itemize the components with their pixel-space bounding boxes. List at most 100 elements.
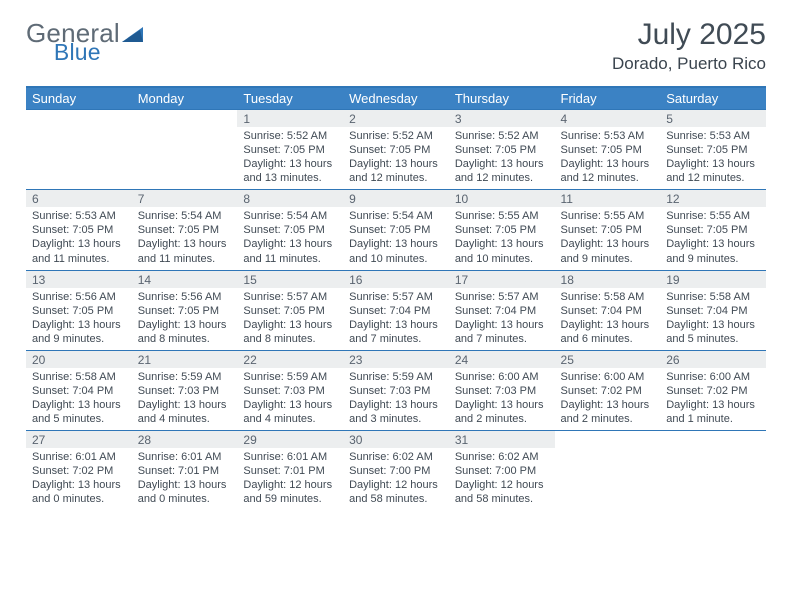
day-details: Sunrise: 5:57 AMSunset: 7:04 PMDaylight:… <box>449 288 555 346</box>
day-details: Sunrise: 6:00 AMSunset: 7:03 PMDaylight:… <box>449 368 555 426</box>
calendar-cell: 23Sunrise: 5:59 AMSunset: 7:03 PMDayligh… <box>343 350 449 430</box>
calendar-cell: 1Sunrise: 5:52 AMSunset: 7:05 PMDaylight… <box>237 109 343 189</box>
calendar-cell: 12Sunrise: 5:55 AMSunset: 7:05 PMDayligh… <box>660 189 766 269</box>
day-number: 6 <box>26 189 132 207</box>
calendar-cell: 4Sunrise: 5:53 AMSunset: 7:05 PMDaylight… <box>555 109 661 189</box>
weekday-header: Saturday <box>660 87 766 109</box>
day-details: Sunrise: 5:55 AMSunset: 7:05 PMDaylight:… <box>660 207 766 265</box>
day-number: 19 <box>660 270 766 288</box>
day-number: 11 <box>555 189 661 207</box>
day-number <box>555 430 661 448</box>
day-details: Sunrise: 6:02 AMSunset: 7:00 PMDaylight:… <box>449 448 555 506</box>
day-details: Sunrise: 5:59 AMSunset: 7:03 PMDaylight:… <box>132 368 238 426</box>
day-number <box>26 109 132 127</box>
calendar-cell: 2Sunrise: 5:52 AMSunset: 7:05 PMDaylight… <box>343 109 449 189</box>
calendar-cell: 30Sunrise: 6:02 AMSunset: 7:00 PMDayligh… <box>343 430 449 510</box>
weekday-header: Monday <box>132 87 238 109</box>
day-number: 13 <box>26 270 132 288</box>
day-number: 16 <box>343 270 449 288</box>
day-details: Sunrise: 6:01 AMSunset: 7:01 PMDaylight:… <box>237 448 343 506</box>
day-number: 12 <box>660 189 766 207</box>
calendar-cell: 17Sunrise: 5:57 AMSunset: 7:04 PMDayligh… <box>449 270 555 350</box>
day-number: 2 <box>343 109 449 127</box>
calendar-cell: 7Sunrise: 5:54 AMSunset: 7:05 PMDaylight… <box>132 189 238 269</box>
calendar-cell: 31Sunrise: 6:02 AMSunset: 7:00 PMDayligh… <box>449 430 555 510</box>
calendar-cell: 14Sunrise: 5:56 AMSunset: 7:05 PMDayligh… <box>132 270 238 350</box>
calendar-cell: 13Sunrise: 5:56 AMSunset: 7:05 PMDayligh… <box>26 270 132 350</box>
month-title: July 2025 <box>612 18 766 52</box>
calendar-cell <box>26 109 132 189</box>
day-number: 26 <box>660 350 766 368</box>
day-number: 23 <box>343 350 449 368</box>
day-details: Sunrise: 5:57 AMSunset: 7:04 PMDaylight:… <box>343 288 449 346</box>
weekday-header: Tuesday <box>237 87 343 109</box>
day-number: 10 <box>449 189 555 207</box>
day-details: Sunrise: 5:54 AMSunset: 7:05 PMDaylight:… <box>343 207 449 265</box>
calendar-cell: 15Sunrise: 5:57 AMSunset: 7:05 PMDayligh… <box>237 270 343 350</box>
brand-triangle-icon <box>122 25 144 43</box>
calendar-cell <box>660 430 766 510</box>
calendar-cell: 20Sunrise: 5:58 AMSunset: 7:04 PMDayligh… <box>26 350 132 430</box>
day-number: 21 <box>132 350 238 368</box>
calendar-week-row: 27Sunrise: 6:01 AMSunset: 7:02 PMDayligh… <box>26 430 766 510</box>
day-details: Sunrise: 5:55 AMSunset: 7:05 PMDaylight:… <box>555 207 661 265</box>
day-details: Sunrise: 5:55 AMSunset: 7:05 PMDaylight:… <box>449 207 555 265</box>
day-number: 9 <box>343 189 449 207</box>
day-number: 1 <box>237 109 343 127</box>
brand-logo: General Blue <box>26 18 195 49</box>
day-number: 14 <box>132 270 238 288</box>
day-number: 5 <box>660 109 766 127</box>
calendar-cell: 10Sunrise: 5:55 AMSunset: 7:05 PMDayligh… <box>449 189 555 269</box>
title-block: July 2025 Dorado, Puerto Rico <box>612 18 766 74</box>
day-number: 7 <box>132 189 238 207</box>
day-details: Sunrise: 6:00 AMSunset: 7:02 PMDaylight:… <box>555 368 661 426</box>
calendar-cell: 29Sunrise: 6:01 AMSunset: 7:01 PMDayligh… <box>237 430 343 510</box>
day-details: Sunrise: 6:00 AMSunset: 7:02 PMDaylight:… <box>660 368 766 426</box>
day-number: 17 <box>449 270 555 288</box>
day-number: 25 <box>555 350 661 368</box>
calendar-week-row: 6Sunrise: 5:53 AMSunset: 7:05 PMDaylight… <box>26 189 766 269</box>
day-details: Sunrise: 5:54 AMSunset: 7:05 PMDaylight:… <box>237 207 343 265</box>
calendar-cell: 24Sunrise: 6:00 AMSunset: 7:03 PMDayligh… <box>449 350 555 430</box>
day-number <box>132 109 238 127</box>
calendar-cell <box>555 430 661 510</box>
day-number: 31 <box>449 430 555 448</box>
calendar-cell: 22Sunrise: 5:59 AMSunset: 7:03 PMDayligh… <box>237 350 343 430</box>
weekday-header: Thursday <box>449 87 555 109</box>
day-details: Sunrise: 6:02 AMSunset: 7:00 PMDaylight:… <box>343 448 449 506</box>
day-number: 30 <box>343 430 449 448</box>
calendar-cell: 6Sunrise: 5:53 AMSunset: 7:05 PMDaylight… <box>26 189 132 269</box>
day-details: Sunrise: 5:59 AMSunset: 7:03 PMDaylight:… <box>237 368 343 426</box>
calendar-table: Sunday Monday Tuesday Wednesday Thursday… <box>26 86 766 511</box>
day-number: 18 <box>555 270 661 288</box>
day-number: 22 <box>237 350 343 368</box>
weekday-header: Wednesday <box>343 87 449 109</box>
calendar-cell <box>132 109 238 189</box>
day-number <box>660 430 766 448</box>
brand-part2: Blue <box>54 39 101 66</box>
calendar-cell: 5Sunrise: 5:53 AMSunset: 7:05 PMDaylight… <box>660 109 766 189</box>
calendar-cell: 8Sunrise: 5:54 AMSunset: 7:05 PMDaylight… <box>237 189 343 269</box>
day-details: Sunrise: 5:52 AMSunset: 7:05 PMDaylight:… <box>343 127 449 185</box>
calendar-week-row: 1Sunrise: 5:52 AMSunset: 7:05 PMDaylight… <box>26 109 766 189</box>
day-number: 20 <box>26 350 132 368</box>
day-details: Sunrise: 5:58 AMSunset: 7:04 PMDaylight:… <box>660 288 766 346</box>
header-bar: General Blue July 2025 Dorado, Puerto Ri… <box>26 18 766 74</box>
weekday-header: Sunday <box>26 87 132 109</box>
day-details: Sunrise: 5:53 AMSunset: 7:05 PMDaylight:… <box>555 127 661 185</box>
day-details: Sunrise: 6:01 AMSunset: 7:02 PMDaylight:… <box>26 448 132 506</box>
day-number: 3 <box>449 109 555 127</box>
day-details: Sunrise: 5:58 AMSunset: 7:04 PMDaylight:… <box>26 368 132 426</box>
calendar-cell: 21Sunrise: 5:59 AMSunset: 7:03 PMDayligh… <box>132 350 238 430</box>
day-details: Sunrise: 5:59 AMSunset: 7:03 PMDaylight:… <box>343 368 449 426</box>
calendar-cell: 27Sunrise: 6:01 AMSunset: 7:02 PMDayligh… <box>26 430 132 510</box>
location-label: Dorado, Puerto Rico <box>612 54 766 74</box>
calendar-cell: 9Sunrise: 5:54 AMSunset: 7:05 PMDaylight… <box>343 189 449 269</box>
calendar-cell: 26Sunrise: 6:00 AMSunset: 7:02 PMDayligh… <box>660 350 766 430</box>
calendar-cell: 18Sunrise: 5:58 AMSunset: 7:04 PMDayligh… <box>555 270 661 350</box>
day-details: Sunrise: 5:58 AMSunset: 7:04 PMDaylight:… <box>555 288 661 346</box>
calendar-cell: 16Sunrise: 5:57 AMSunset: 7:04 PMDayligh… <box>343 270 449 350</box>
day-number: 29 <box>237 430 343 448</box>
day-number: 28 <box>132 430 238 448</box>
day-details: Sunrise: 5:57 AMSunset: 7:05 PMDaylight:… <box>237 288 343 346</box>
